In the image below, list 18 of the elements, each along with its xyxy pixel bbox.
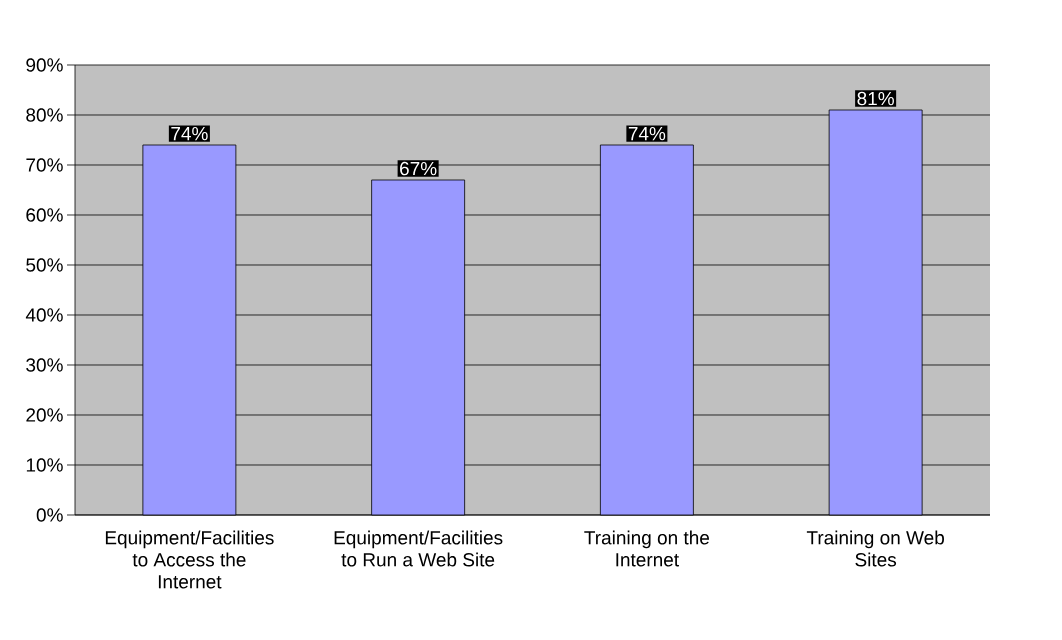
y-tick-label: 0% <box>36 508 63 522</box>
x-tick-label: Equipment/Facilities to Access the Internet <box>105 530 274 589</box>
x-tick-label: Equipment/Facilities to Run a Web Site <box>334 530 503 567</box>
data-label: 81% <box>857 91 894 106</box>
x-tick-label: Training on Web Sites <box>806 530 944 567</box>
y-tick-label: 70% <box>26 158 63 172</box>
data-label: 74% <box>171 127 208 141</box>
y-tick-label: 50% <box>26 258 63 272</box>
data-label: 67% <box>400 161 437 176</box>
y-tick-label: 10% <box>26 458 63 472</box>
x-tick-label: Training on the Internet <box>584 530 710 567</box>
y-tick-label: 30% <box>26 358 63 372</box>
y-tick-label: 90% <box>26 58 63 72</box>
y-tick-label: 40% <box>25 308 63 322</box>
y-tick-label: 80% <box>26 108 63 122</box>
data-label: 74% <box>628 127 666 141</box>
y-tick-label: 60% <box>26 208 63 222</box>
y-tick-label: 20% <box>26 408 63 422</box>
